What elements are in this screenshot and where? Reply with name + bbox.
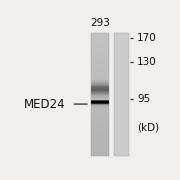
Bar [91, 106, 109, 107]
Bar [91, 68, 109, 70]
Bar [91, 35, 109, 37]
Bar [91, 94, 109, 95]
Bar [91, 103, 109, 104]
Bar [91, 66, 109, 68]
Bar [91, 105, 109, 107]
Bar [91, 43, 109, 45]
Bar [91, 144, 109, 146]
Bar [91, 82, 109, 84]
Bar [91, 138, 109, 140]
Bar [91, 90, 109, 91]
Bar [91, 105, 109, 106]
Bar [91, 33, 109, 35]
Bar [91, 87, 109, 88]
Bar [91, 84, 109, 86]
Bar [91, 154, 109, 156]
Bar [91, 101, 109, 102]
Bar [91, 127, 109, 129]
Bar [91, 125, 109, 127]
Bar [91, 49, 109, 51]
Bar [91, 80, 109, 82]
Bar [91, 109, 109, 111]
Bar [91, 88, 109, 89]
Bar [91, 94, 109, 96]
Bar [91, 98, 109, 101]
Bar [91, 104, 109, 105]
Text: 95: 95 [137, 94, 150, 104]
Bar [91, 95, 109, 96]
Bar [91, 136, 109, 138]
Bar [91, 113, 109, 115]
Bar [91, 70, 109, 72]
Bar [91, 45, 109, 47]
Bar [91, 115, 109, 117]
Bar [91, 102, 109, 103]
Text: (kD): (kD) [137, 123, 159, 133]
Bar [91, 129, 109, 131]
Bar [91, 92, 109, 93]
Bar [91, 90, 109, 92]
Bar [91, 133, 109, 136]
Bar [91, 88, 109, 90]
Bar [91, 64, 109, 66]
Bar [91, 82, 109, 83]
Bar [91, 72, 109, 74]
Bar [91, 150, 109, 152]
Bar [91, 85, 109, 86]
Bar [91, 142, 109, 144]
Bar [114, 33, 129, 156]
Bar [91, 123, 109, 125]
Bar [91, 55, 109, 57]
Bar [91, 59, 109, 62]
Bar [91, 78, 109, 80]
Text: 170: 170 [137, 33, 157, 42]
Bar [91, 119, 109, 121]
Bar [91, 146, 109, 148]
Text: 293: 293 [90, 18, 110, 28]
Bar [91, 37, 109, 39]
Bar [91, 131, 109, 133]
Bar [91, 96, 109, 97]
Bar [91, 93, 109, 94]
Bar [91, 83, 109, 84]
Bar [91, 148, 109, 150]
Bar [91, 41, 109, 43]
Bar [91, 86, 109, 87]
Bar [91, 80, 109, 81]
Bar [91, 103, 109, 105]
Bar [91, 100, 109, 101]
Bar [91, 76, 109, 78]
Bar [91, 152, 109, 154]
Bar [91, 57, 109, 59]
Bar [91, 51, 109, 53]
Bar [91, 101, 109, 103]
Bar [91, 84, 109, 85]
Bar [91, 121, 109, 123]
Bar [91, 107, 109, 108]
Bar [91, 39, 109, 41]
Bar [91, 91, 109, 92]
Text: MED24: MED24 [24, 98, 66, 111]
Bar [91, 89, 109, 90]
Bar [91, 140, 109, 142]
Bar [91, 81, 109, 82]
Bar [91, 53, 109, 55]
Bar [91, 74, 109, 76]
Bar [91, 97, 109, 98]
Text: 130: 130 [137, 57, 157, 68]
Bar [91, 96, 109, 98]
Bar [91, 47, 109, 49]
Bar [91, 86, 109, 88]
Bar [91, 62, 109, 64]
Bar [91, 33, 109, 156]
Bar [91, 117, 109, 119]
Bar [91, 111, 109, 113]
Bar [91, 107, 109, 109]
Bar [91, 92, 109, 94]
